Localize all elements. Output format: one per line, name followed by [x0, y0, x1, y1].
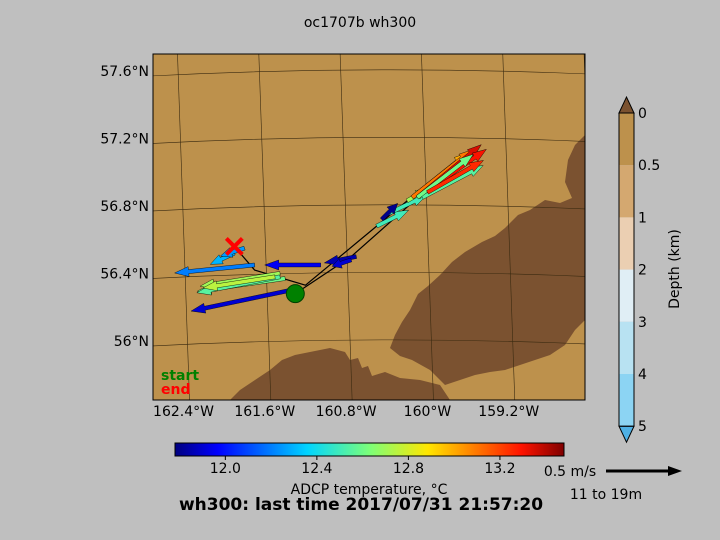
- end-marker-stroke: [224, 236, 244, 256]
- temperature-gradient: [174, 442, 565, 457]
- lon-tick-label: 162.4°W: [153, 404, 214, 420]
- temp-tick-label: 12.4: [301, 461, 332, 477]
- current-vector: [415, 153, 474, 200]
- depth-tick-label: 2: [638, 263, 647, 279]
- depth-band: [619, 374, 634, 427]
- current-vectors: [174, 144, 487, 314]
- map-border: [152, 53, 586, 401]
- temperature-colorbar: 12.0 12.4 12.8 13.2 ADCP temperature, °C: [174, 442, 565, 498]
- depth-tick-label: 3: [638, 315, 647, 331]
- parallel-line: [153, 272, 585, 279]
- depth-band: [619, 113, 634, 166]
- scale-arrow-head: [668, 466, 682, 476]
- current-vector: [380, 203, 399, 222]
- lon-tick-label: 160.8°W: [316, 404, 377, 420]
- depth-colorbar-label: Depth (km): [667, 229, 683, 309]
- depth-extend-bottom: [618, 425, 635, 444]
- scale-label: 0.5 m/s: [544, 464, 596, 480]
- graticule: [153, 54, 585, 400]
- legend-end: end: [161, 382, 190, 398]
- lat-axis: 57.6°N 57.2°N 56.8°N 56.4°N 56°N: [100, 64, 149, 350]
- current-vector: [375, 209, 410, 229]
- meridian-line: [339, 54, 353, 400]
- velocity-scale: 0.5 m/s 11 to 19m: [544, 464, 682, 503]
- current-vector: [190, 288, 291, 314]
- depth-tick-label: 1: [638, 210, 647, 226]
- depth-tick-label: 0: [638, 106, 647, 122]
- parallel-line: [153, 339, 585, 347]
- temp-tick-label: 12.0: [210, 461, 241, 477]
- chart-title: oc1707b wh300: [304, 15, 416, 31]
- map-panel: 162.4°W 161.6°W 160.8°W 160°W 159.2°W 57.6°N…: [100, 53, 586, 420]
- lat-tick-label: 56.8°N: [100, 199, 149, 215]
- lon-tick-label: 161.6°W: [234, 404, 295, 420]
- temp-tick-label: 13.2: [484, 461, 515, 477]
- depth-band: [619, 165, 634, 218]
- temperature-colorbar-label: ADCP temperature, °C: [291, 482, 448, 498]
- parallel-line: [153, 204, 585, 212]
- meridian-line: [177, 54, 190, 400]
- depth-band: [619, 321, 634, 374]
- scale-depth-range: 11 to 19m: [570, 487, 642, 503]
- meridian-line: [258, 54, 272, 400]
- parallel-line: [153, 69, 585, 77]
- current-vector: [331, 257, 353, 269]
- land-mass: [230, 135, 585, 400]
- depth-extend-top: [618, 95, 635, 114]
- current-vector: [426, 160, 484, 195]
- bottom-title: wh300: last time 2017/07/31 21:57:20: [179, 495, 543, 515]
- depth-tick-label: 5: [638, 419, 647, 435]
- lat-tick-label: 56°N: [114, 334, 149, 350]
- start-marker: [285, 284, 305, 304]
- legend-start: start: [161, 368, 199, 384]
- lat-tick-label: 57.6°N: [100, 64, 149, 80]
- depth-colorbar: 0 0.5 1 2 3 4 5 Depth (km): [618, 95, 683, 444]
- depth-colorbar-border: [618, 112, 635, 427]
- meridian-line: [421, 54, 434, 400]
- lon-axis: 162.4°W 161.6°W 160.8°W 160°W 159.2°W: [153, 404, 539, 420]
- temp-tick-label: 12.8: [393, 461, 424, 477]
- lat-tick-label: 57.2°N: [100, 131, 149, 147]
- current-vector: [323, 254, 357, 266]
- current-vector: [202, 274, 276, 292]
- current-vector: [264, 259, 321, 271]
- depth-tick-label: 0.5: [638, 158, 660, 174]
- lat-tick-label: 56.4°N: [100, 266, 149, 282]
- current-vector: [174, 262, 256, 277]
- meridian-line: [502, 54, 516, 400]
- lon-tick-label: 159.2°W: [478, 404, 539, 420]
- lon-tick-label: 160°W: [404, 404, 452, 420]
- meridian-line: [583, 54, 585, 90]
- depth-band: [619, 217, 634, 270]
- end-marker: [224, 236, 244, 256]
- depth-band: [619, 269, 634, 322]
- depth-tick-label: 4: [638, 367, 647, 383]
- parallel-line: [153, 137, 585, 144]
